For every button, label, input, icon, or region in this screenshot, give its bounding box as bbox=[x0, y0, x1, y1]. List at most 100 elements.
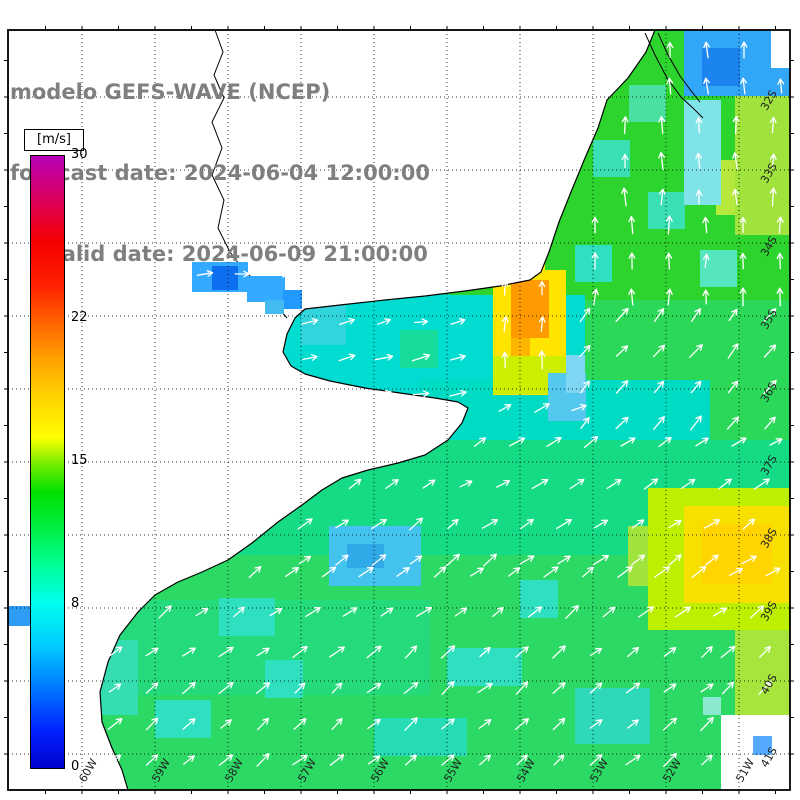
wind-arrow bbox=[409, 555, 423, 565]
wind-arrow bbox=[145, 717, 159, 731]
wind-arrow bbox=[478, 718, 492, 730]
sea-patch bbox=[400, 330, 438, 368]
wind-arrow bbox=[758, 681, 772, 695]
wind-arrow bbox=[569, 478, 585, 490]
wind-arrow bbox=[727, 380, 739, 394]
wind-arrow bbox=[508, 437, 526, 447]
wind-arrow bbox=[628, 252, 636, 270]
wind-arrow bbox=[380, 607, 394, 617]
sea-patch bbox=[155, 700, 211, 738]
wind-arrow bbox=[515, 646, 529, 658]
wind-arrow bbox=[769, 153, 777, 169]
wind-arrow bbox=[662, 717, 678, 731]
wind-arrow bbox=[665, 215, 673, 235]
wind-arrow bbox=[776, 287, 784, 307]
wind-arrow bbox=[534, 403, 550, 413]
wind-arrow bbox=[546, 437, 562, 447]
wind-arrow bbox=[663, 683, 677, 693]
wind-arrow bbox=[695, 437, 709, 447]
wind-arrow bbox=[658, 116, 666, 134]
wind-arrow bbox=[527, 606, 543, 618]
wind-arrow bbox=[302, 390, 318, 397]
wind-arrow bbox=[625, 754, 641, 766]
wind-arrow bbox=[371, 554, 387, 566]
wind-arrow bbox=[108, 683, 122, 693]
wind-arrow bbox=[702, 289, 710, 305]
wind-arrow bbox=[776, 252, 784, 270]
wind-arrow bbox=[666, 41, 674, 59]
wind-arrow bbox=[481, 519, 499, 529]
wind-arrow bbox=[477, 682, 493, 694]
wind-arrow bbox=[705, 554, 719, 566]
estuary-patch bbox=[265, 300, 284, 314]
sea-patch bbox=[735, 630, 790, 730]
wind-arrow bbox=[358, 566, 374, 578]
wind-arrow bbox=[720, 645, 736, 659]
wind-arrow bbox=[571, 403, 587, 412]
wind-arrow bbox=[777, 41, 785, 59]
wind-arrow bbox=[441, 754, 455, 766]
wind-arrow bbox=[680, 478, 696, 490]
wind-arrow bbox=[628, 215, 636, 235]
wind-arrow bbox=[292, 645, 308, 659]
wind-arrow bbox=[625, 682, 641, 694]
wind-arrow bbox=[415, 607, 433, 617]
wind-arrow bbox=[589, 754, 603, 766]
wind-arrow bbox=[565, 605, 579, 619]
sea-patch bbox=[628, 526, 648, 586]
wind-arrow bbox=[602, 606, 616, 618]
wind-arrow bbox=[591, 216, 599, 234]
wind-arrow bbox=[620, 437, 636, 447]
wind-arrow bbox=[589, 647, 603, 657]
sea-patch bbox=[566, 355, 585, 393]
wind-arrow bbox=[331, 718, 343, 730]
wind-arrow bbox=[754, 478, 770, 490]
wind-arrow bbox=[589, 682, 603, 694]
wind-arrow bbox=[404, 645, 418, 659]
wind-arrow bbox=[321, 566, 337, 578]
wind-arrow bbox=[627, 719, 639, 729]
wind-arrow bbox=[412, 390, 430, 398]
wind-arrow bbox=[658, 188, 666, 206]
valid-date-line: valid date: 2024-06-09 21:00:00 bbox=[48, 242, 428, 266]
wind-arrow bbox=[256, 753, 270, 767]
sea-patch bbox=[575, 245, 612, 282]
wind-arrow bbox=[405, 754, 417, 766]
wind-arrow bbox=[628, 288, 636, 306]
wind-arrow bbox=[218, 681, 234, 695]
wind-arrow bbox=[422, 479, 436, 489]
wind-arrow bbox=[538, 350, 546, 370]
wind-arrow bbox=[591, 252, 599, 270]
wind-arrow bbox=[145, 682, 159, 694]
wind-arrow bbox=[763, 379, 777, 395]
wind-arrow bbox=[732, 115, 740, 135]
wind-arrow bbox=[377, 318, 391, 325]
wind-arrow bbox=[643, 478, 659, 490]
wind-arrow bbox=[555, 518, 573, 530]
wind-arrow bbox=[501, 315, 509, 333]
wind-arrow bbox=[297, 518, 313, 530]
wind-arrow bbox=[654, 566, 670, 578]
wind-arrow bbox=[450, 353, 466, 361]
wind-arrow bbox=[592, 554, 610, 566]
wind-arrow bbox=[658, 436, 672, 448]
wind-arrow bbox=[731, 437, 747, 447]
wind-arrow bbox=[479, 754, 491, 766]
wind-arrow bbox=[668, 519, 682, 529]
wind-arrow bbox=[765, 567, 781, 577]
wind-arrow bbox=[459, 480, 473, 488]
wind-arrow bbox=[376, 389, 392, 397]
wind-arrow bbox=[107, 646, 123, 658]
wind-arrow bbox=[615, 345, 629, 357]
wind-arrow bbox=[516, 754, 528, 766]
wind-arrow bbox=[543, 566, 559, 578]
wind-arrow bbox=[777, 78, 785, 94]
wind-arrow bbox=[769, 187, 777, 207]
estuary-patch bbox=[212, 266, 238, 290]
wind-arrow bbox=[703, 41, 711, 59]
wind-arrow bbox=[712, 607, 728, 617]
wind-arrow bbox=[739, 252, 747, 270]
wind-arrow bbox=[470, 567, 484, 577]
wind-arrow bbox=[739, 216, 747, 234]
wind-arrow bbox=[294, 682, 306, 694]
